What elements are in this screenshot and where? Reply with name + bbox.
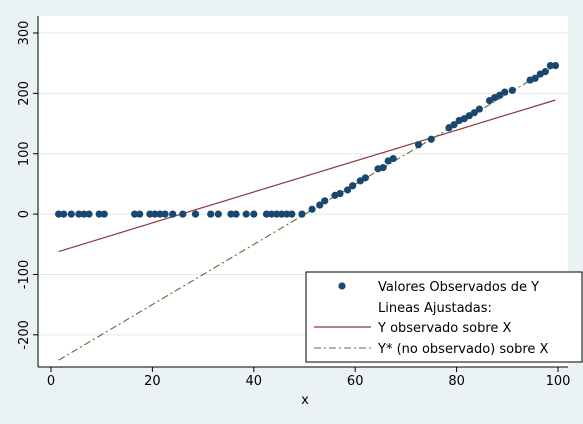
legend-label-2: Y observado sobre X [377, 321, 512, 336]
y-tick-label-3: 100 [17, 141, 32, 166]
scatter-point-25 [273, 210, 281, 218]
scatter-point-22 [250, 210, 258, 218]
x-axis-title: x [301, 393, 309, 408]
scatter-point-42 [389, 154, 397, 163]
scatter-point-4 [80, 210, 88, 218]
x-tick-label-2: 40 [246, 374, 263, 389]
legend-box [305, 271, 583, 363]
scatter-point-38 [361, 174, 369, 182]
x-tick-label-4: 80 [448, 374, 465, 389]
scatter-point-13 [161, 210, 169, 218]
scatter-point-36 [349, 182, 357, 190]
x-tick-label-0: 0 [47, 374, 55, 389]
scatter-point-56 [508, 86, 516, 94]
scatter-point-20 [232, 210, 240, 218]
scatter-point-61 [546, 61, 554, 70]
scatter-point-43 [414, 141, 423, 149]
scatter-point-1 [60, 210, 68, 218]
x-tick-label-3: 60 [347, 374, 364, 389]
x-tick-label-1: 20 [144, 374, 161, 389]
scatter-point-46 [450, 121, 458, 129]
scatter-point-31 [316, 201, 324, 209]
scatter-point-10 [146, 210, 154, 218]
scatter-point-40 [379, 164, 387, 172]
scatter-point-34 [336, 189, 344, 198]
legend-label-3: Y* (no observado) sobre X [377, 342, 549, 357]
y-tick-label-5: 300 [17, 21, 32, 46]
scatter-point-12 [156, 210, 164, 218]
scatter-point-19 [227, 210, 235, 218]
scatter-point-11 [151, 210, 159, 218]
scatter-point-60 [541, 68, 549, 76]
legend-marker-scatter [338, 282, 346, 290]
scatter-point-5 [85, 210, 93, 218]
scatter-point-6 [95, 210, 103, 218]
scatter-point-28 [288, 210, 296, 218]
scatter-point-3 [75, 210, 83, 218]
scatter-point-44 [427, 135, 435, 143]
scatter-point-55 [501, 88, 509, 96]
axes-layer: -200 -100 0 100 200 300 0 20 40 60 80 100 [17, 16, 570, 389]
scatter-point-27 [283, 210, 291, 218]
scatter-point-50 [470, 109, 478, 117]
y-tick-label-0: -200 [17, 320, 32, 350]
scatter-point-8 [131, 210, 139, 218]
y-tick-label-4: 200 [17, 81, 32, 106]
scatter-point-62 [551, 61, 560, 70]
scatter-point-15 [179, 210, 187, 218]
scatter-point-51 [475, 105, 484, 113]
scatter-point-32 [321, 197, 329, 205]
scatter-point-24 [267, 210, 276, 218]
scatter-point-58 [531, 74, 539, 82]
series-layer [55, 61, 560, 361]
scatter-point-26 [278, 210, 286, 218]
scatter-point-16 [191, 210, 200, 218]
fit-line-observed [58, 99, 556, 253]
scatter-point-0 [55, 210, 63, 218]
legend: Valores Observados de Y Lineas Ajustadas:… [305, 271, 583, 363]
scatter-point-29 [298, 210, 306, 218]
scatter-point-14 [169, 210, 177, 218]
scatter-point-18 [214, 210, 222, 218]
scatter-point-2 [67, 210, 75, 218]
y-tick-label-1: -100 [17, 260, 32, 290]
scatter-point-17 [207, 210, 215, 218]
scatter-point-9 [136, 210, 144, 218]
scatter-point-30 [308, 205, 316, 213]
scatter-point-21 [242, 210, 250, 218]
y-tick-label-2: 0 [17, 210, 32, 218]
scatter-point-7 [100, 210, 108, 218]
legend-label-0: Valores Observados de Y [378, 280, 539, 295]
legend-label-1: Lineas Ajustadas: [378, 301, 492, 316]
x-tick-label-5: 100 [546, 374, 571, 389]
scatter-point-23 [262, 210, 271, 218]
scatter-point-35 [343, 186, 352, 194]
